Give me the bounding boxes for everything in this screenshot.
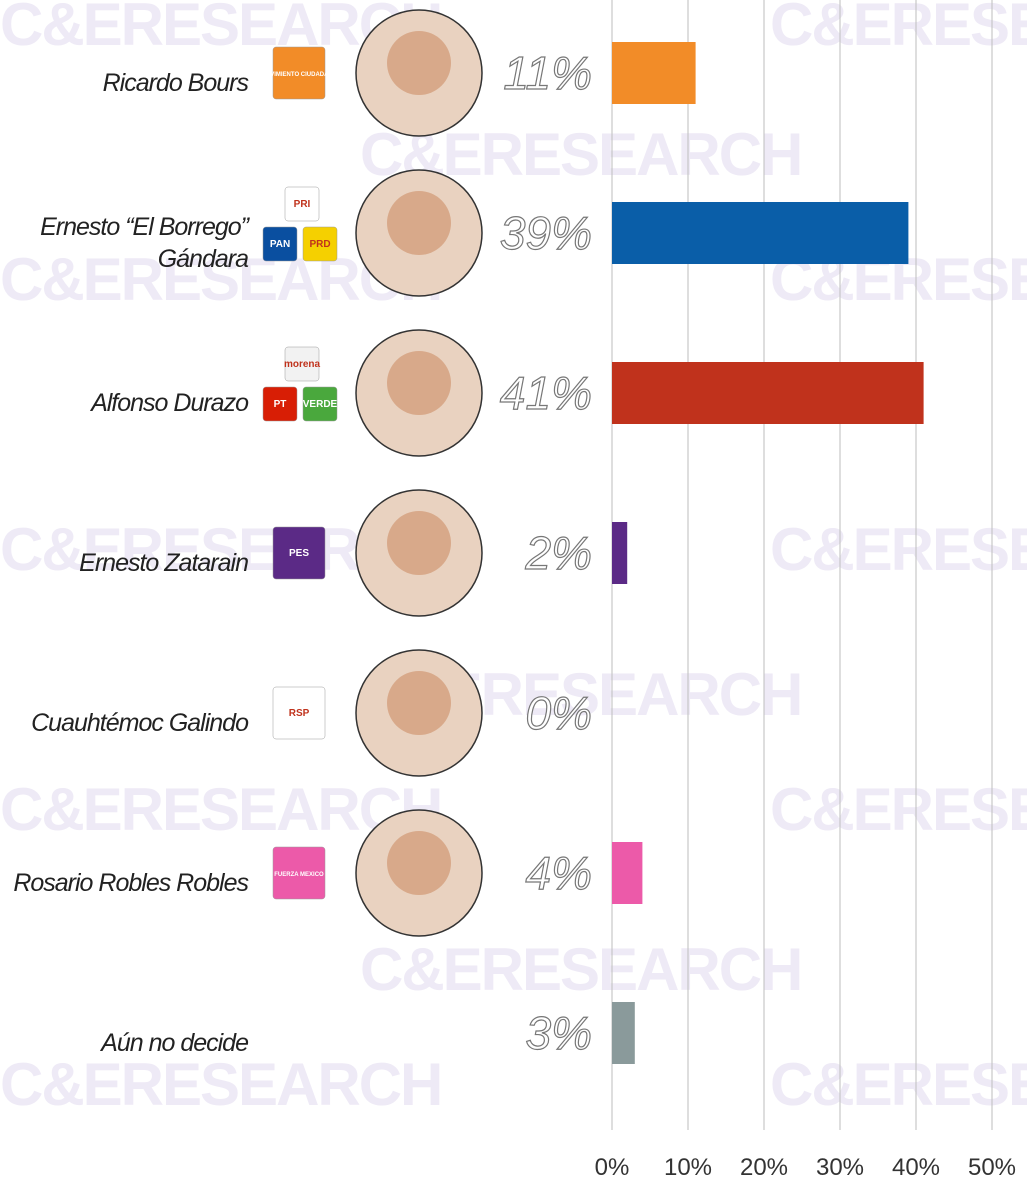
party-logo	[272, 526, 326, 580]
party-logo	[262, 226, 298, 262]
party-logo	[284, 346, 320, 382]
party-logo	[272, 846, 326, 900]
candidate-name: Ernesto “El Borrego” Gándara	[40, 212, 249, 274]
bar	[612, 1002, 635, 1064]
watermark: C&ERESEARCH	[770, 0, 1027, 58]
party-logo-text: PRD	[309, 239, 330, 250]
party-logo-text: PRI	[294, 199, 311, 210]
bar	[612, 842, 643, 904]
party-logo-text: FUERZA MEXICO	[274, 872, 324, 878]
bar	[612, 42, 696, 104]
value-label: 11%	[503, 47, 592, 99]
watermark: C&ERESEARCH	[0, 1051, 441, 1118]
party-logo	[302, 226, 338, 262]
x-tick-label: 10%	[664, 1154, 712, 1181]
watermark: C&ERESEARCH	[770, 1051, 1027, 1118]
party-logo-text: RSP	[289, 708, 310, 719]
party-logo-text: PT	[274, 399, 287, 410]
candidate-name: Cuauhtémoc Galindo	[31, 708, 249, 737]
x-tick-label: 40%	[892, 1154, 940, 1181]
watermark: C&ERESEARCH	[770, 516, 1027, 583]
x-tick-label: 50%	[968, 1154, 1016, 1181]
party-logo-text: morena	[284, 359, 321, 370]
party-logo-text: PES	[289, 548, 309, 559]
x-tick-label: 30%	[816, 1154, 864, 1181]
photo-head	[387, 671, 451, 735]
party-logo	[284, 186, 320, 222]
value-label: 4%	[526, 847, 592, 899]
photo-head	[387, 191, 451, 255]
value-label: 41%	[500, 367, 592, 419]
photo-head	[387, 351, 451, 415]
bar	[612, 362, 924, 424]
candidate-name: Aún no decide	[101, 1028, 249, 1057]
value-label: 0%	[526, 687, 592, 739]
watermark: C&ERESEARCH	[0, 776, 441, 843]
candidate-name: Alfonso Durazo	[91, 388, 249, 417]
party-logo	[262, 386, 298, 422]
x-tick-label: 0%	[595, 1154, 630, 1181]
party-logo-text: VERDE	[303, 399, 338, 410]
photo-head	[387, 31, 451, 95]
value-label: 2%	[525, 527, 592, 579]
candidate-name: Ricardo Bours	[102, 68, 249, 97]
photo-head	[387, 511, 451, 575]
candidate-name: Ernesto Zatarain	[79, 548, 249, 577]
party-logo-text: PAN	[270, 239, 290, 250]
party-logo-text: MOVIMIENTO CIUDADANO	[261, 72, 338, 78]
candidate-name: Rosario Robles Robles	[13, 868, 249, 897]
value-label: 39%	[500, 207, 592, 259]
x-tick-label: 20%	[740, 1154, 788, 1181]
party-logo	[302, 386, 338, 422]
bar	[612, 202, 909, 264]
watermark: C&ERESEARCH	[770, 776, 1027, 843]
photo-head	[387, 831, 451, 895]
value-label: 3%	[526, 1007, 592, 1059]
bar	[612, 522, 628, 584]
watermark: C&ERESEARCH	[360, 936, 801, 1003]
party-logo	[272, 686, 326, 740]
party-logo	[272, 46, 326, 100]
